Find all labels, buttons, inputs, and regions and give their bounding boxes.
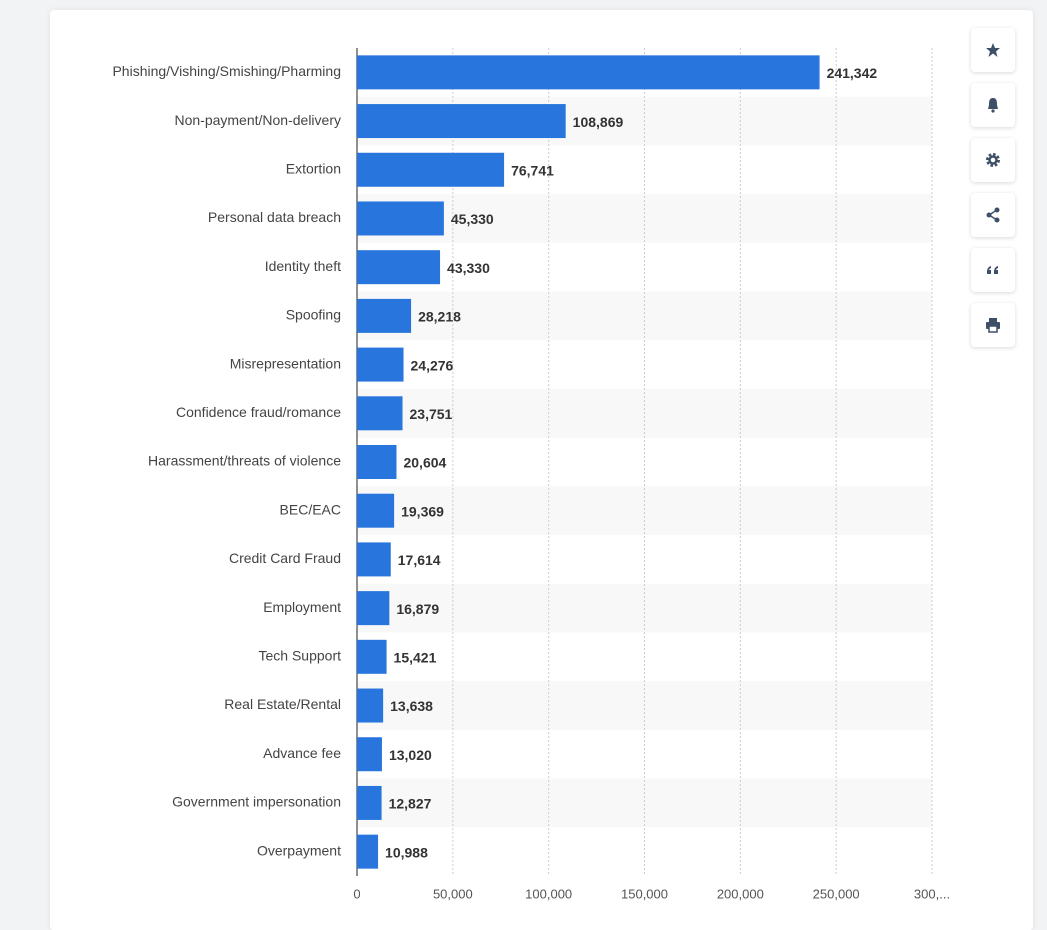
y-tick-label: Identity theft xyxy=(265,258,341,274)
value-label: 108,869 xyxy=(573,114,624,130)
value-label: 76,741 xyxy=(511,162,554,178)
value-label: 45,330 xyxy=(451,211,494,227)
bar xyxy=(357,542,391,577)
y-tick-label: Credit Card Fraud xyxy=(229,550,341,566)
value-label: 12,827 xyxy=(389,796,432,812)
bar xyxy=(357,347,404,382)
favorite-button[interactable] xyxy=(971,28,1015,72)
bar xyxy=(357,785,382,820)
y-tick-label: Phishing/Vishing/Smishing/Pharming xyxy=(112,63,341,79)
y-tick-label: Overpayment xyxy=(257,842,341,858)
y-tick-label: Tech Support xyxy=(259,648,342,664)
chart-card xyxy=(50,10,1033,930)
x-tick-label: 300,... xyxy=(914,886,950,901)
x-tick-label: 50,000 xyxy=(433,886,473,901)
value-label: 16,879 xyxy=(396,601,439,617)
row-band xyxy=(357,194,932,243)
x-tick-label: 250,000 xyxy=(813,886,860,901)
bar xyxy=(357,104,566,139)
value-label: 13,638 xyxy=(390,698,433,714)
value-label: 10,988 xyxy=(385,844,428,860)
bar xyxy=(357,152,505,187)
y-tick-label: Non-payment/Non-delivery xyxy=(174,112,341,128)
bar xyxy=(357,250,441,285)
y-tick-label: Employment xyxy=(263,599,341,615)
bar xyxy=(357,201,444,236)
y-tick-label: Confidence fraud/romance xyxy=(176,404,341,420)
print-button[interactable] xyxy=(971,303,1015,347)
share-button[interactable] xyxy=(971,193,1015,237)
x-tick-label: 100,000 xyxy=(525,886,572,901)
bar xyxy=(357,688,384,723)
cite-button[interactable] xyxy=(971,248,1015,292)
y-tick-label: Misrepresentation xyxy=(230,355,341,371)
bar xyxy=(357,55,820,90)
bar xyxy=(357,591,390,626)
notification-button[interactable] xyxy=(971,83,1015,127)
bar xyxy=(357,298,412,333)
bar xyxy=(357,493,395,528)
y-tick-label: Harassment/threats of violence xyxy=(148,453,341,469)
value-label: 24,276 xyxy=(411,357,454,373)
value-label: 23,751 xyxy=(410,406,453,422)
y-tick-label: Spoofing xyxy=(286,307,341,323)
y-tick-label: BEC/EAC xyxy=(280,501,341,517)
row-band xyxy=(357,486,932,536)
value-label: 17,614 xyxy=(398,552,441,568)
settings-button[interactable] xyxy=(971,138,1015,182)
value-label: 241,342 xyxy=(827,65,878,81)
bar xyxy=(357,639,387,674)
x-tick-label: 0 xyxy=(353,886,360,901)
value-label: 43,330 xyxy=(447,260,490,276)
value-label: 19,369 xyxy=(401,503,444,519)
bar xyxy=(357,737,382,772)
bar xyxy=(357,834,379,869)
row-band xyxy=(357,778,932,828)
y-tick-label: Real Estate/Rental xyxy=(224,696,341,712)
y-tick-label: Government impersonation xyxy=(172,794,341,810)
value-label: 15,421 xyxy=(394,650,437,666)
bar xyxy=(357,396,403,431)
value-label: 20,604 xyxy=(403,455,446,471)
y-tick-label: Extortion xyxy=(286,160,341,176)
y-tick-label: Personal data breach xyxy=(208,209,341,225)
x-tick-label: 200,000 xyxy=(717,886,764,901)
bar xyxy=(357,445,397,479)
value-label: 13,020 xyxy=(389,747,432,763)
x-tick-label: 150,000 xyxy=(621,886,668,901)
value-label: 28,218 xyxy=(418,309,461,325)
y-tick-label: Advance fee xyxy=(263,745,341,761)
